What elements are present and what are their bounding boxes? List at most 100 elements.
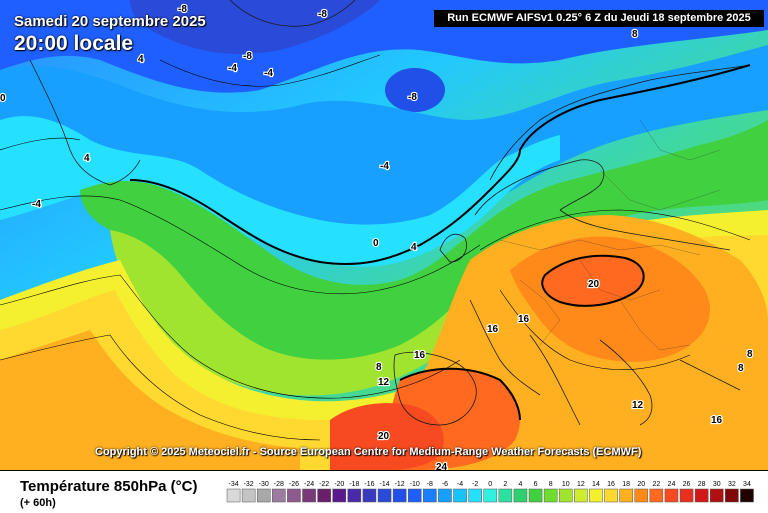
copyright-notice: Copyright © 2025 Meteociel.fr - Source E… bbox=[95, 446, 642, 458]
zone-hot-core bbox=[542, 255, 644, 306]
legend-swatch bbox=[362, 488, 377, 503]
zone-cold-pocket bbox=[385, 68, 445, 112]
iso-label: 16 bbox=[414, 350, 426, 361]
iso-label: -8 bbox=[243, 51, 252, 62]
legend-swatch bbox=[377, 488, 392, 503]
iso-label: 12 bbox=[632, 400, 644, 411]
forecast-time: 20:00 locale bbox=[14, 32, 134, 55]
legend-swatch bbox=[468, 488, 482, 503]
legend-swatch bbox=[528, 488, 543, 503]
legend-value-label: -26 bbox=[289, 481, 299, 488]
legend-value-label: 30 bbox=[713, 481, 721, 488]
forecast-date: Samedi 20 septembre 2025 bbox=[14, 13, 206, 30]
iso-label: 24 bbox=[436, 462, 448, 470]
legend-value-label: 32 bbox=[728, 481, 736, 488]
legend-swatch bbox=[272, 488, 286, 503]
coastlines bbox=[29, 0, 751, 426]
legend-swatch bbox=[543, 488, 558, 503]
legend-swatch bbox=[694, 488, 709, 503]
legend-swatch bbox=[332, 488, 347, 503]
legend-value-label: 28 bbox=[698, 481, 706, 488]
iso-label: 16 bbox=[487, 324, 499, 335]
legend-value-label: 26 bbox=[683, 481, 691, 488]
iso-label: 8 bbox=[738, 363, 744, 374]
legend-value-label: 34 bbox=[743, 481, 751, 488]
iso-label: 0 bbox=[0, 93, 6, 104]
legend-value-label: -14 bbox=[379, 481, 389, 488]
legend-swatch bbox=[574, 488, 588, 503]
legend-swatch bbox=[498, 488, 513, 503]
zone-aqua bbox=[0, 116, 560, 267]
legend-swatch bbox=[256, 488, 271, 503]
legend-swatch bbox=[619, 488, 633, 503]
legend-value-label: -28 bbox=[274, 481, 284, 488]
legend-value-label: -16 bbox=[364, 481, 374, 488]
iso-label: 0 bbox=[373, 238, 379, 249]
legend-value-label: 2 bbox=[503, 481, 507, 488]
legend-swatch bbox=[302, 488, 316, 503]
legend-value-label: 12 bbox=[577, 481, 585, 488]
legend-value-label: -22 bbox=[319, 481, 329, 488]
legend-value-label: 0 bbox=[488, 481, 492, 488]
zone-cyan bbox=[0, 45, 768, 247]
iso-label: 8 bbox=[747, 349, 753, 360]
iso-label: 20 bbox=[588, 279, 600, 290]
iso-label: 12 bbox=[378, 377, 390, 388]
zone-orange-west bbox=[0, 330, 300, 470]
legend-swatch bbox=[558, 488, 573, 503]
legend-swatch bbox=[241, 488, 256, 503]
legend-swatch bbox=[392, 488, 407, 503]
legend-value-label: -32 bbox=[244, 481, 254, 488]
legend-value-label: -30 bbox=[259, 481, 269, 488]
legend-swatch bbox=[483, 488, 498, 503]
iso-label: -4 bbox=[264, 68, 273, 79]
legend-swatch bbox=[604, 488, 618, 503]
iso-label: -4 bbox=[228, 63, 237, 74]
legend-value-label: -8 bbox=[427, 481, 433, 488]
borders bbox=[499, 119, 721, 351]
legend-value-label: -20 bbox=[334, 481, 344, 488]
model-run-banner: Run ECMWF AIFSv1 0.25° 6 Z du Jeudi 18 s… bbox=[434, 10, 764, 27]
legend-value-label: -2 bbox=[472, 481, 478, 488]
legend-swatch bbox=[453, 488, 467, 503]
legend-value-label: -4 bbox=[457, 481, 463, 488]
legend-swatch bbox=[664, 488, 679, 503]
legend-swatch bbox=[438, 488, 452, 503]
legend-swatch bbox=[679, 488, 694, 503]
legend-value-label: -34 bbox=[228, 481, 238, 488]
lead-time: (+ 60h) bbox=[20, 497, 56, 509]
legend-value-label: -18 bbox=[349, 481, 359, 488]
legend-swatch bbox=[649, 488, 664, 503]
legend-swatch bbox=[423, 488, 437, 503]
iso-label: -8 bbox=[178, 4, 187, 15]
zone-hot-iberia bbox=[330, 403, 444, 470]
legend-value-label: 10 bbox=[562, 481, 570, 488]
iso-label: 8 bbox=[376, 362, 382, 373]
zone-light-green bbox=[110, 230, 470, 396]
legend-swatch bbox=[709, 488, 724, 503]
legend-value-label: 20 bbox=[637, 481, 645, 488]
legend-swatch bbox=[226, 488, 241, 503]
iso-label: 4 bbox=[84, 153, 90, 164]
iso-label: 4 bbox=[138, 54, 144, 65]
iso-label: 16 bbox=[711, 415, 723, 426]
legend-value-label: 24 bbox=[668, 481, 676, 488]
legend-swatch bbox=[589, 488, 603, 503]
legend-swatch bbox=[634, 488, 649, 503]
legend-value-label: 8 bbox=[549, 481, 553, 488]
iso-label: 20 bbox=[378, 431, 390, 442]
temperature-map: -8 -8 -4 -8 -4 -8 0 4 -4 -4 4 0 4 20 16 … bbox=[0, 0, 768, 470]
iso-label: -8 bbox=[408, 92, 417, 103]
legend-swatch bbox=[287, 488, 301, 503]
legend-swatch bbox=[513, 488, 528, 503]
legend-swatch bbox=[347, 488, 362, 503]
iso-label: 16 bbox=[518, 314, 530, 325]
isotherm-labels: -8 -8 -4 -8 -4 -8 0 4 -4 -4 4 0 4 20 16 … bbox=[0, 3, 754, 470]
legend-value-label: -10 bbox=[410, 481, 420, 488]
isotherms-minor bbox=[0, 54, 751, 441]
iso-label: 8 bbox=[632, 29, 638, 40]
legend-value-label: 18 bbox=[622, 481, 630, 488]
variable-title: Température 850hPa (°C) bbox=[20, 478, 198, 495]
legend-swatch bbox=[740, 488, 754, 503]
iso-label: -4 bbox=[380, 161, 389, 172]
